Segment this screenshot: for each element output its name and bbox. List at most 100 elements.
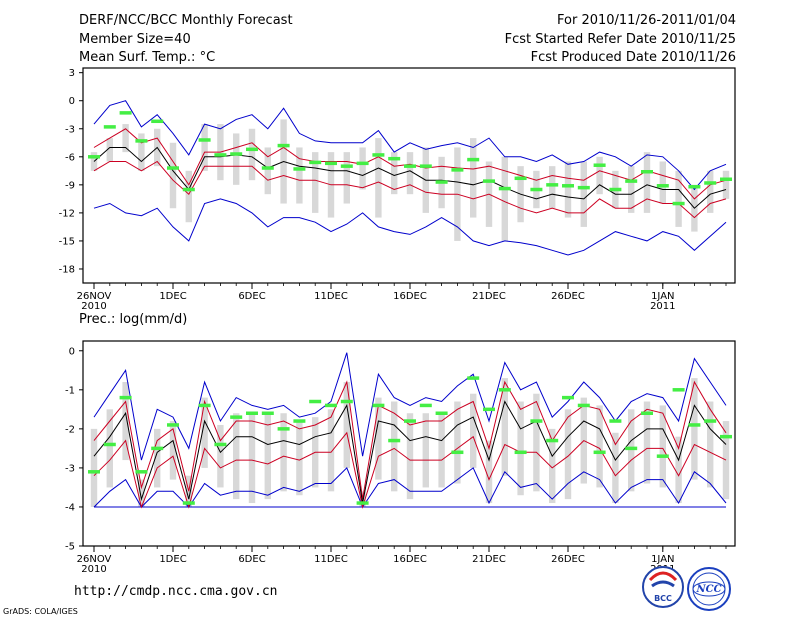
temp-spread-box: [470, 138, 477, 218]
temp-xtick-year-label: 2011: [650, 301, 675, 312]
prec-ytick-label: 0: [69, 346, 75, 357]
prec-ytick-label: -2: [65, 424, 75, 435]
temp-q75-line: [93, 128, 727, 200]
prec-spread-box: [628, 409, 635, 492]
prec-spread-box: [438, 413, 445, 488]
temp-xtick-label: 6DEC: [238, 291, 265, 302]
prec-spread-box: [343, 382, 350, 468]
prec-spread-box: [375, 397, 382, 480]
ncc-logo: NCC: [687, 567, 731, 611]
footer-url: http://cmdp.ncc.cma.gov.cn: [74, 584, 278, 599]
temp-q25-line: [93, 160, 727, 219]
temp-max-line: [93, 100, 727, 191]
prec-spread-box: [248, 413, 256, 504]
temp-median-line: [93, 146, 727, 209]
prec-spread-box: [707, 401, 714, 488]
header-left-variable: Mean Surf. Temp.: °C: [79, 50, 215, 65]
prec-spread-box: [406, 413, 414, 500]
temp-spread-box: [106, 138, 113, 162]
temp-ytick-label: -15: [59, 236, 75, 247]
precip-panel-title: Prec.: log(mm/d): [79, 312, 187, 327]
prec-min-line: [93, 467, 727, 509]
prec-spread-box: [391, 401, 398, 492]
prec-spread-box: [90, 428, 98, 507]
temp-spread-box: [185, 170, 192, 223]
footer-credit: GrADS: COLA/IGES: [3, 607, 78, 616]
prec-xtick-label: 21DEC: [472, 554, 506, 565]
temp-ytick-label: -12: [59, 208, 75, 219]
prec-spread-box: [659, 405, 666, 488]
bcc-logo-text: BCC: [654, 594, 672, 603]
temp-xtick-label: 26DEC: [551, 291, 585, 302]
prec-spread-box: [691, 378, 698, 480]
header-right-produced: Fcst Produced Date 2010/11/26: [531, 50, 736, 65]
temp-spread-box: [296, 147, 303, 204]
temp-spread-box: [675, 170, 682, 227]
temp-spread-box: [564, 161, 572, 218]
prec-spread-box: [675, 436, 682, 504]
prec-spread-box: [596, 405, 603, 488]
prec-plot-frame: [82, 340, 736, 547]
temp-xtick-year-label: 2010: [81, 301, 106, 312]
temp-spread-box: [169, 142, 177, 209]
temp-spread-box: [549, 166, 556, 209]
temp-spread-box: [264, 147, 271, 195]
prec-spread-box: [106, 409, 113, 488]
temp-spread-box: [628, 166, 635, 213]
prec-spread-box: [454, 401, 461, 484]
prec-spread-box: [612, 432, 619, 504]
prec-spread-box: [233, 413, 240, 500]
temp-min-line: [93, 198, 727, 256]
temp-xtick-label: 21DEC: [472, 291, 506, 302]
temp-spread-box: [233, 133, 240, 185]
temp-spread-box: [707, 170, 714, 213]
prec-xtick-label: 16DEC: [393, 554, 427, 565]
temp-spread-box: [580, 161, 587, 227]
temp-ytick-label: -6: [65, 152, 75, 163]
prec-spread-box: [501, 378, 508, 476]
temp-xtick-label: 1DEC: [159, 291, 186, 302]
header-right-start: Fcst Started Refer Date 2010/11/25: [505, 32, 736, 47]
temp-spread-box: [343, 152, 350, 204]
prec-xtick-label: 26NOV: [77, 554, 112, 565]
temp-ytick-label: -3: [65, 124, 75, 135]
prec-spread-box: [280, 413, 287, 492]
temp-spread-box: [406, 152, 414, 195]
prec-spread-box: [138, 479, 145, 507]
temp-xtick-label: 26NOV: [77, 291, 112, 302]
prec-spread-box: [296, 421, 303, 496]
temp-spread-box: [138, 133, 145, 171]
temp-xtick-label: 11DEC: [314, 291, 348, 302]
prec-spread-box: [154, 428, 161, 488]
temp-spread-box: [501, 156, 508, 241]
prec-spread-box: [217, 424, 224, 488]
temp-spread-box: [248, 128, 256, 181]
temp-ytick-label: 3: [69, 68, 75, 79]
prec-spread-box: [533, 393, 540, 492]
temp-spread-box: [201, 124, 208, 171]
prec-median-line: [93, 400, 727, 504]
ncc-logo-text: NCC: [695, 584, 721, 595]
header-left-title: DERF/NCC/BCC Monthly Forecast: [79, 13, 293, 28]
temp-ytick-label: 0: [69, 96, 75, 107]
prec-ytick-label: -4: [65, 502, 75, 513]
prec-xtick-label: 1JAN: [651, 554, 674, 565]
prec-ytick-label: -1: [65, 385, 75, 396]
prec-spread-box: [201, 397, 208, 468]
prec-q75-line: [93, 380, 727, 500]
prec-spread-box: [422, 413, 429, 488]
temp-plot-frame: [82, 67, 736, 284]
temp-spread-box: [375, 138, 382, 218]
prec-spread-box: [122, 382, 129, 461]
temp-spread-box: [359, 147, 366, 190]
prec-ytick-label: -5: [65, 542, 75, 553]
temp-ytick-label: -18: [59, 264, 75, 275]
prec-xtick-label: 1DEC: [159, 554, 186, 565]
prec-spread-box: [470, 393, 477, 468]
header-right-period: For 2010/11/26-2011/01/04: [557, 13, 736, 28]
prec-spread-box: [564, 409, 572, 500]
prec-xtick-label: 11DEC: [314, 554, 348, 565]
prec-spread-box: [643, 401, 651, 484]
